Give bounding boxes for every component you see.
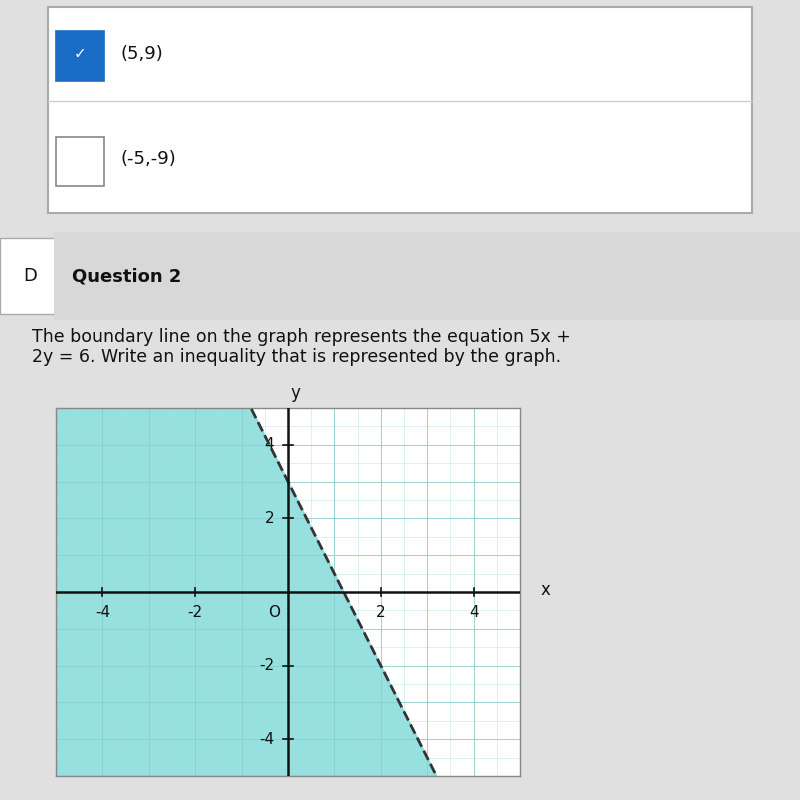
Text: x: x <box>541 581 550 599</box>
Text: (5,9): (5,9) <box>120 45 162 62</box>
Text: (-5,-9): (-5,-9) <box>120 150 176 168</box>
Text: 4: 4 <box>265 438 274 452</box>
Text: -2: -2 <box>259 658 274 673</box>
Text: y: y <box>290 383 300 402</box>
FancyBboxPatch shape <box>56 31 104 81</box>
FancyBboxPatch shape <box>0 238 60 314</box>
Text: Question 2: Question 2 <box>72 267 182 285</box>
Text: -2: -2 <box>188 605 202 620</box>
FancyBboxPatch shape <box>56 137 104 186</box>
Text: O: O <box>268 605 280 620</box>
Text: 4: 4 <box>469 605 478 620</box>
Text: The boundary line on the graph represents the equation 5x +
2y = 6. Write an ine: The boundary line on the graph represent… <box>32 328 571 366</box>
Text: -4: -4 <box>95 605 110 620</box>
Text: D: D <box>23 267 38 285</box>
Text: 2: 2 <box>376 605 386 620</box>
FancyBboxPatch shape <box>54 232 800 320</box>
FancyBboxPatch shape <box>48 6 752 213</box>
Text: -4: -4 <box>259 732 274 746</box>
Text: 2: 2 <box>265 511 274 526</box>
Text: ✓: ✓ <box>74 46 86 62</box>
